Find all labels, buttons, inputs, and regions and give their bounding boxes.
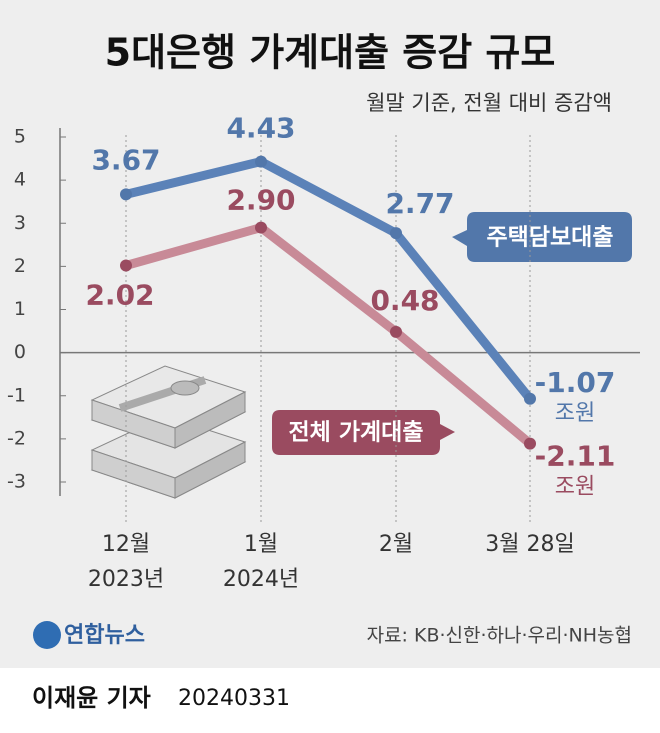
x-tick-label: 1월 bbox=[244, 532, 278, 557]
footer-background bbox=[0, 668, 660, 729]
logo: 연합뉴스 bbox=[64, 622, 145, 648]
date: 20240331 bbox=[178, 686, 290, 711]
data-label: 2.02 bbox=[85, 279, 154, 312]
unit-label: 조원 bbox=[555, 401, 595, 426]
data-label: -1.07 bbox=[535, 366, 616, 399]
x-tick-label: 12월 bbox=[102, 532, 150, 557]
chart-title: 5대은행 가계대출 증감 규모 bbox=[105, 31, 556, 75]
x-tick-label: 2023년 bbox=[88, 567, 164, 592]
point bbox=[524, 392, 536, 405]
point bbox=[390, 227, 402, 240]
data-label: 2.77 bbox=[385, 187, 454, 220]
data-label: 2.90 bbox=[226, 184, 295, 217]
x-tick-label: 2024년 bbox=[223, 567, 299, 592]
legend-box bbox=[272, 410, 455, 455]
legend-label: 전체 가계대출 bbox=[289, 420, 424, 446]
y-tick-label: 2 bbox=[14, 255, 26, 277]
point bbox=[255, 221, 267, 234]
point bbox=[255, 155, 267, 168]
y-tick-label: 0 bbox=[14, 341, 26, 363]
series-line bbox=[124, 223, 533, 448]
source: 자료: KB·신한·하나·우리·NH농협 bbox=[367, 625, 632, 647]
data-label: 0.48 bbox=[370, 284, 439, 317]
y-tick-label: -2 bbox=[7, 427, 26, 449]
legend-box bbox=[452, 212, 632, 262]
background bbox=[0, 0, 660, 668]
point bbox=[120, 188, 132, 201]
subtitle: 월말 기준, 전월 대비 증감액 bbox=[366, 91, 612, 115]
y-tick-label: -3 bbox=[7, 471, 26, 493]
point bbox=[390, 325, 402, 338]
point bbox=[120, 259, 132, 272]
data-label: -2.11 bbox=[535, 440, 616, 473]
unit-label: 조원 bbox=[555, 475, 595, 500]
byline: 이재윤 기자 bbox=[32, 684, 151, 712]
y-tick-label: 4 bbox=[14, 169, 26, 191]
y-tick-label: 1 bbox=[14, 298, 26, 320]
y-tick-label: 5 bbox=[14, 126, 26, 148]
legend-label: 주택담보대출 bbox=[487, 225, 614, 251]
x-tick-label: 2월 bbox=[379, 532, 413, 557]
series-line bbox=[124, 157, 534, 402]
money-icon bbox=[90, 365, 247, 499]
y-tick-label: -1 bbox=[7, 384, 26, 406]
point bbox=[524, 437, 536, 450]
data-label: 3.67 bbox=[91, 143, 160, 176]
y-tick-label: 3 bbox=[14, 212, 26, 234]
data-label: 4.43 bbox=[226, 112, 295, 145]
logo-icon bbox=[33, 621, 61, 649]
x-tick-label: 3월 28일 bbox=[485, 532, 574, 557]
